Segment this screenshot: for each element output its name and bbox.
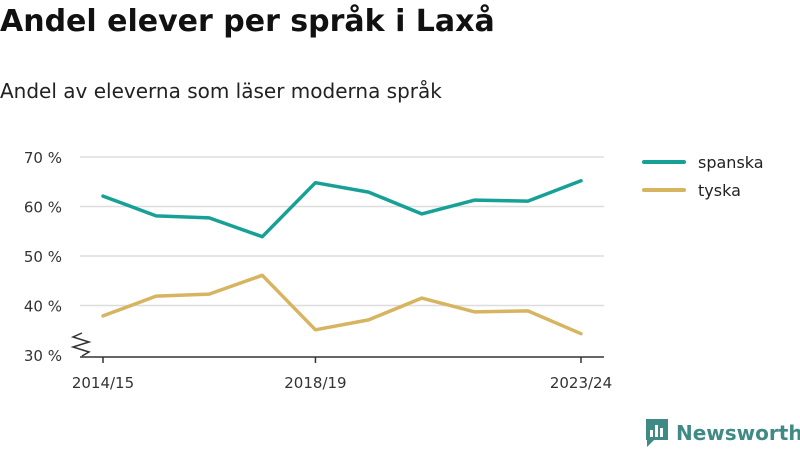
legend-swatch-spanska xyxy=(642,160,686,164)
legend-item-spanska: spanska xyxy=(642,148,764,176)
y-tick-label-30: 30 % xyxy=(24,347,62,365)
chart-subtitle: Andel av eleverna som läser moderna språ… xyxy=(0,79,442,103)
series-lines xyxy=(101,179,583,336)
bar-chart-logo-icon xyxy=(646,419,668,447)
brand-name: Newsworthy xyxy=(676,421,800,445)
x-axis xyxy=(70,332,604,363)
x-tick-label-2023/24: 2023/24 xyxy=(550,374,612,392)
y-axis-tick-labels: 30 % 40 % 50 % 60 % 70 % xyxy=(24,149,62,365)
x-tick-label-2014/15: 2014/15 xyxy=(72,374,134,392)
legend-item-tyska: tyska xyxy=(642,176,764,204)
x-tick-label-2018/19: 2018/19 xyxy=(284,374,346,392)
y-axis-break-icon xyxy=(70,332,92,357)
series-line-spanska xyxy=(101,179,583,239)
y-tick-label-70: 70 % xyxy=(24,149,62,167)
chart-title: Andel elever per språk i Laxå xyxy=(0,4,495,39)
newsworthy-logo: Newsworthy xyxy=(644,418,800,448)
x-axis-tick-labels: 2014/15 2018/19 2023/24 xyxy=(72,374,612,392)
grid-lines xyxy=(80,156,604,307)
series-line-tyska xyxy=(101,273,583,336)
legend-label-spanska: spanska xyxy=(698,152,764,172)
legend: spanska tyska xyxy=(642,148,764,204)
legend-label-tyska: tyska xyxy=(698,180,741,200)
y-tick-label-60: 60 % xyxy=(24,199,62,217)
y-tick-label-50: 50 % xyxy=(24,248,62,266)
legend-swatch-tyska xyxy=(642,188,686,192)
y-tick-label-40: 40 % xyxy=(24,298,62,316)
